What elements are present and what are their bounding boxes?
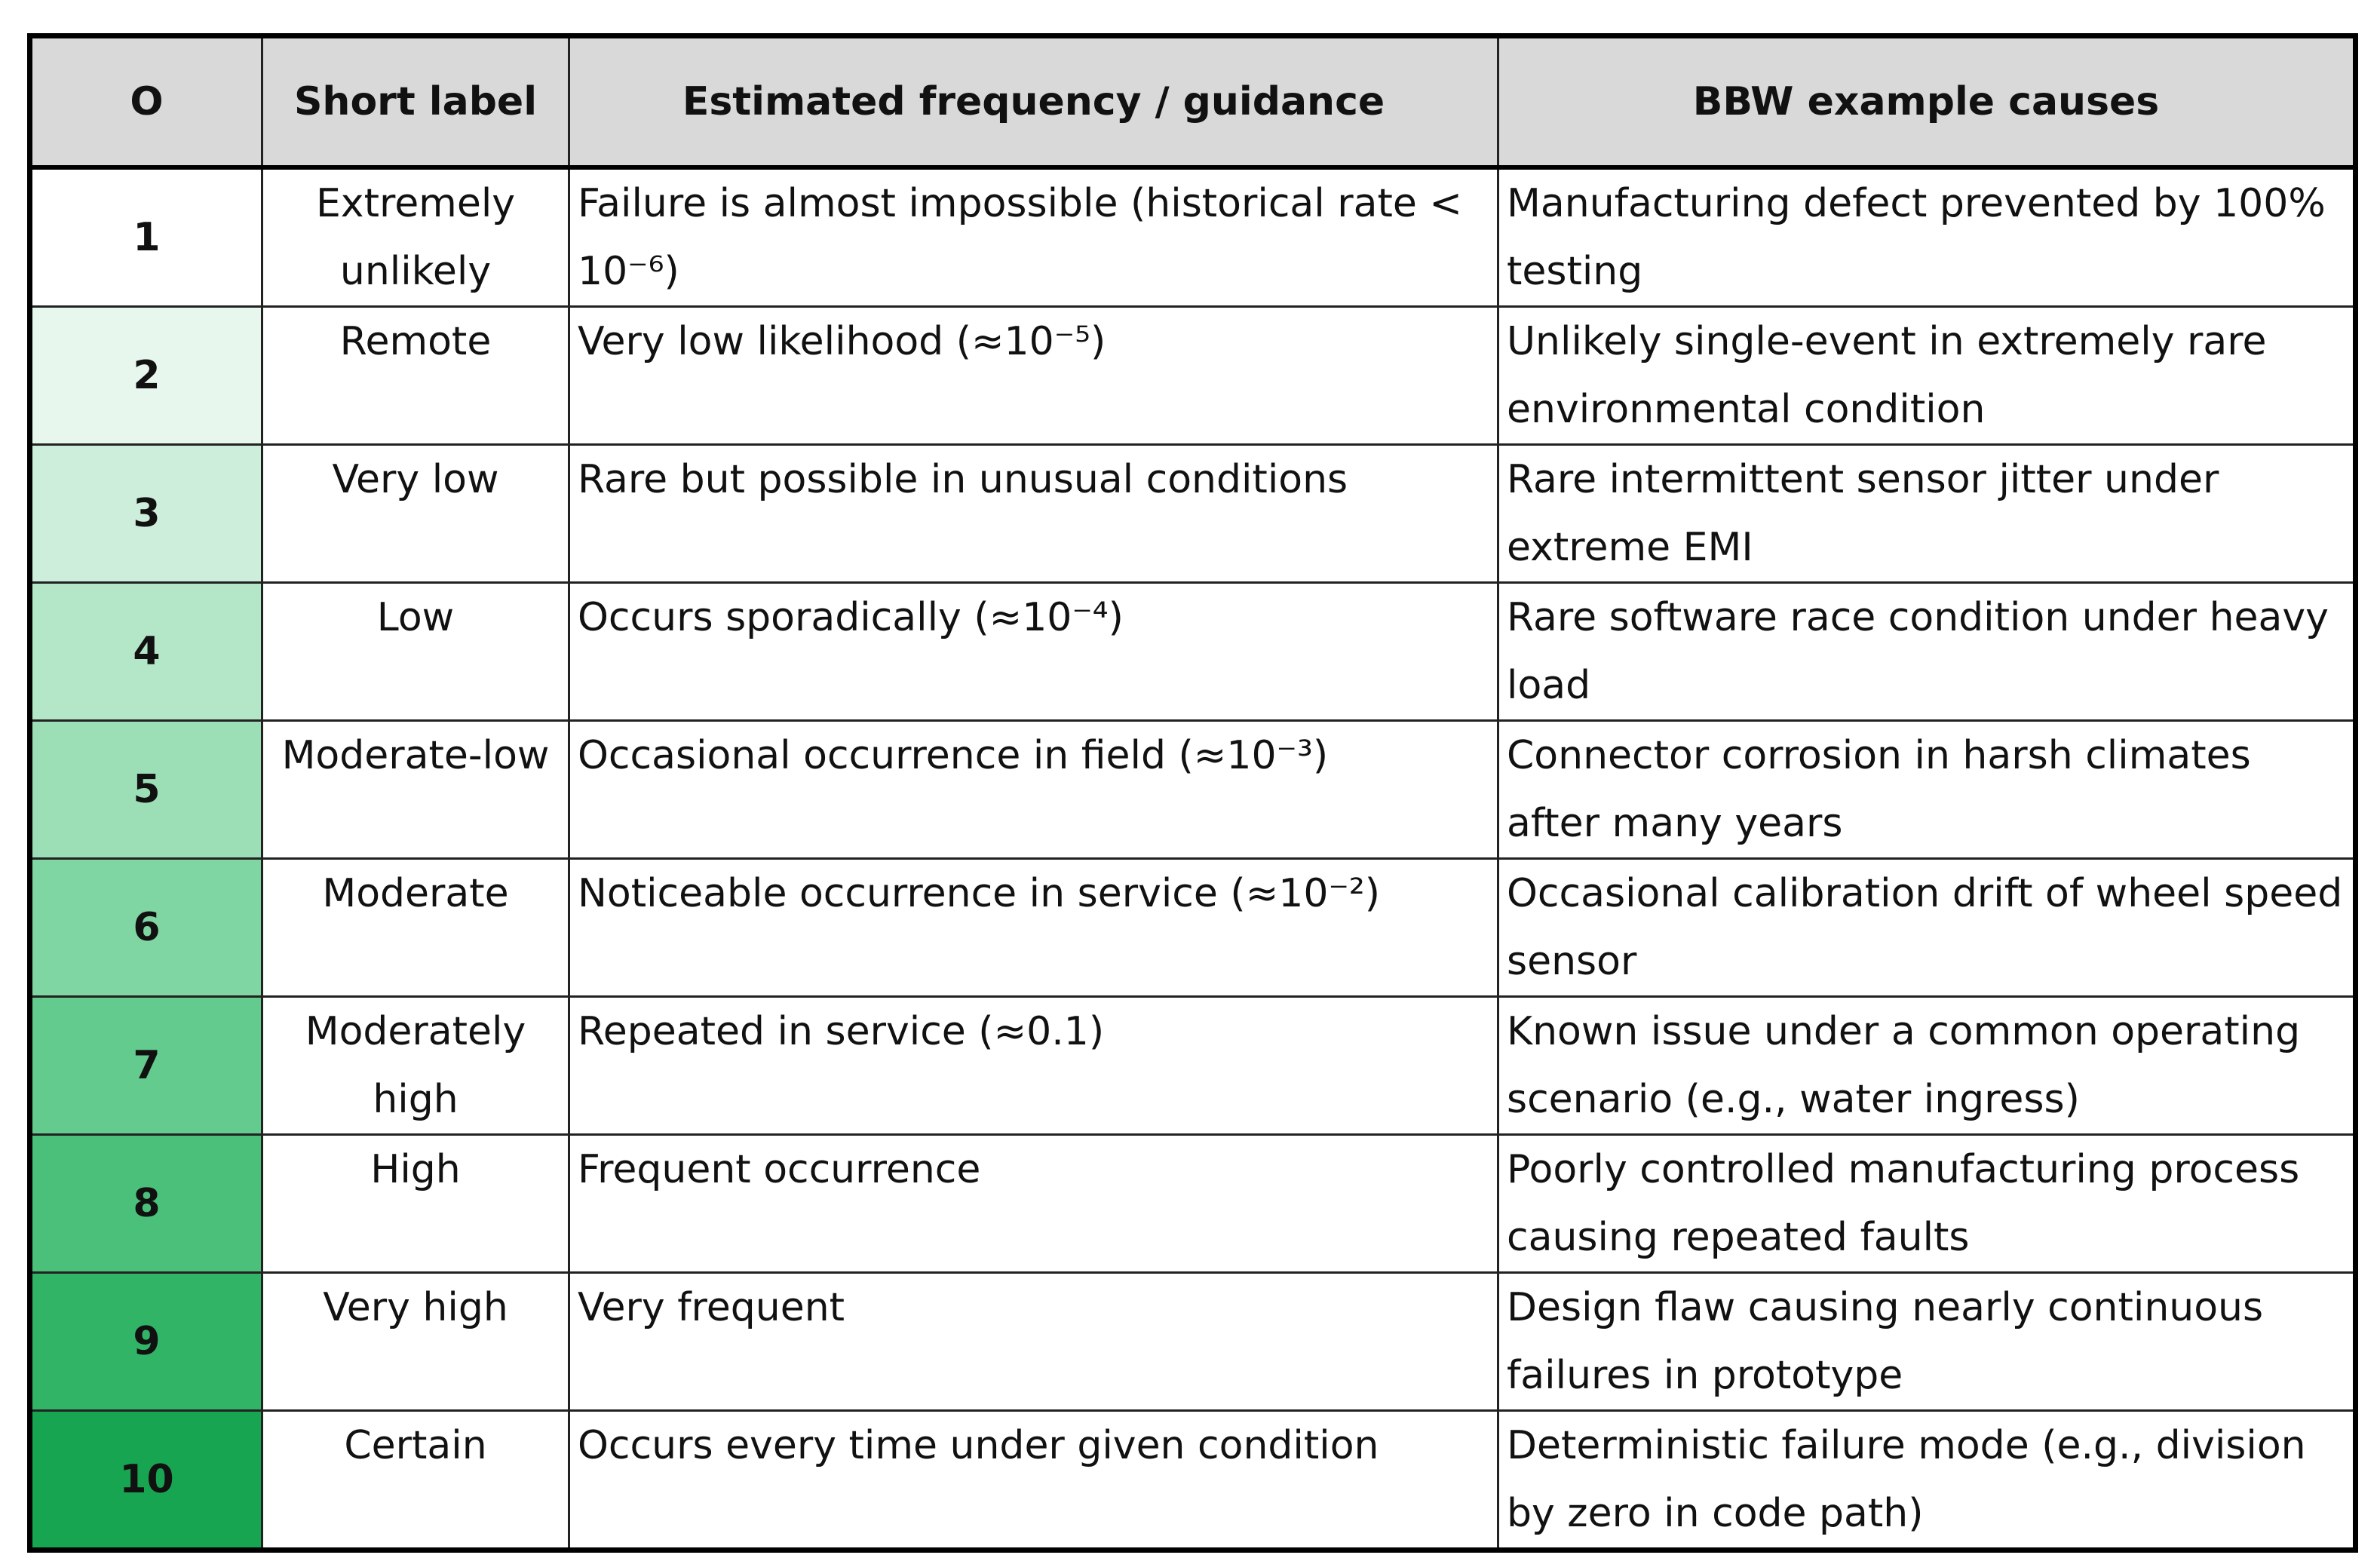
frequency-guidance: Noticeable occurrence in service (≈10⁻²) xyxy=(568,857,1499,998)
table-row: 8 High Frequent occurrence Poorly controlle… xyxy=(29,1133,2357,1274)
example-causes: Rare intermittent sensor jitter under ex… xyxy=(1497,443,2357,584)
table-row: 6 Moderate Noticeable occurrence in servic… xyxy=(29,857,2357,998)
example-causes: Manufacturing defect prevented by 100% t… xyxy=(1497,166,2357,308)
frequency-guidance: Rare but possible in unusual conditions xyxy=(568,443,1499,584)
table-row: 9 Very high Very frequent Design flaw causi… xyxy=(29,1271,2357,1412)
short-label: High xyxy=(261,1133,570,1274)
header-row: O Short label Estimated frequency / guidan… xyxy=(29,35,2357,170)
frequency-guidance: Very low likelihood (≈10⁻⁵) xyxy=(568,305,1499,446)
example-causes: Design flaw causing nearly continuous fa… xyxy=(1497,1271,2357,1412)
occurrence-rating: 3 xyxy=(29,443,263,584)
occurrence-rating: 5 xyxy=(29,719,263,860)
table-row: 1 Extremely unlikely Failure is almost imp… xyxy=(29,166,2357,308)
occurrence-rating: 9 xyxy=(29,1271,263,1412)
table-body: 1 Extremely unlikely Failure is almost imp… xyxy=(29,166,2357,1551)
occurrence-rating: 10 xyxy=(29,1409,263,1551)
table-row: 5 Moderate-low Occasional occurrence in fi… xyxy=(29,719,2357,860)
occurrence-rating: 2 xyxy=(29,305,263,446)
short-label: Moderate-low xyxy=(261,719,570,860)
example-causes: Connector corrosion in harsh climates af… xyxy=(1497,719,2357,860)
example-causes: Rare software race condition under heavy… xyxy=(1497,581,2357,722)
header-cell: O xyxy=(29,35,263,170)
table-row: 3 Very low Rare but possible in unusual co… xyxy=(29,443,2357,584)
frequency-guidance: Occurs every time under given condition xyxy=(568,1409,1499,1551)
frequency-guidance: Failure is almost impossible (historical… xyxy=(568,166,1499,308)
occurrence-rating: 1 xyxy=(29,166,263,308)
header-cell: Estimated frequency / guidance xyxy=(568,35,1499,170)
table-row: 2 Remote Very low likelihood (≈10⁻⁵) Unlike… xyxy=(29,305,2357,446)
occurrence-rating: 8 xyxy=(29,1133,263,1274)
frequency-guidance: Occasional occurrence in field (≈10⁻³) xyxy=(568,719,1499,860)
short-label: Very low xyxy=(261,443,570,584)
short-label: Low xyxy=(261,581,570,722)
frequency-guidance: Occurs sporadically (≈10⁻⁴) xyxy=(568,581,1499,722)
occurrence-rating: 6 xyxy=(29,857,263,998)
short-label: Extremely unlikely xyxy=(261,166,570,308)
short-label: Remote xyxy=(261,305,570,446)
example-causes: Poorly controlled manufacturing process … xyxy=(1497,1133,2357,1274)
header-cell: BBW example causes xyxy=(1497,35,2357,170)
short-label: Certain xyxy=(261,1409,570,1551)
occurrence-rating: 7 xyxy=(29,995,263,1136)
short-label: Very high xyxy=(261,1271,570,1412)
frequency-guidance: Repeated in service (≈0.1) xyxy=(568,995,1499,1136)
example-causes: Known issue under a common operating sce… xyxy=(1497,995,2357,1136)
frequency-guidance: Very frequent xyxy=(568,1271,1499,1412)
table-row: 10 Certain Occurs every time under given c… xyxy=(29,1409,2357,1551)
short-label: Moderately high xyxy=(261,995,570,1136)
table-row: 7 Moderately high Repeated in service (≈0.… xyxy=(29,995,2357,1136)
frequency-guidance: Frequent occurrence xyxy=(568,1133,1499,1274)
table-row: 4 Low Occurs sporadically (≈10⁻⁴) Rare soft… xyxy=(29,581,2357,722)
example-causes: Unlikely single-event in extremely rare … xyxy=(1497,305,2357,446)
example-causes: Occasional calibration drift of wheel sp… xyxy=(1497,857,2357,998)
occurrence-table: O Short label Estimated frequency / guidan… xyxy=(27,33,2358,1553)
header-cell: Short label xyxy=(261,35,570,170)
occurrence-rating: 4 xyxy=(29,581,263,722)
table-container: O Short label Estimated frequency / guidan… xyxy=(27,33,2358,1553)
short-label: Moderate xyxy=(261,857,570,998)
example-causes: Deterministic failure mode (e.g., divisi… xyxy=(1497,1409,2357,1551)
